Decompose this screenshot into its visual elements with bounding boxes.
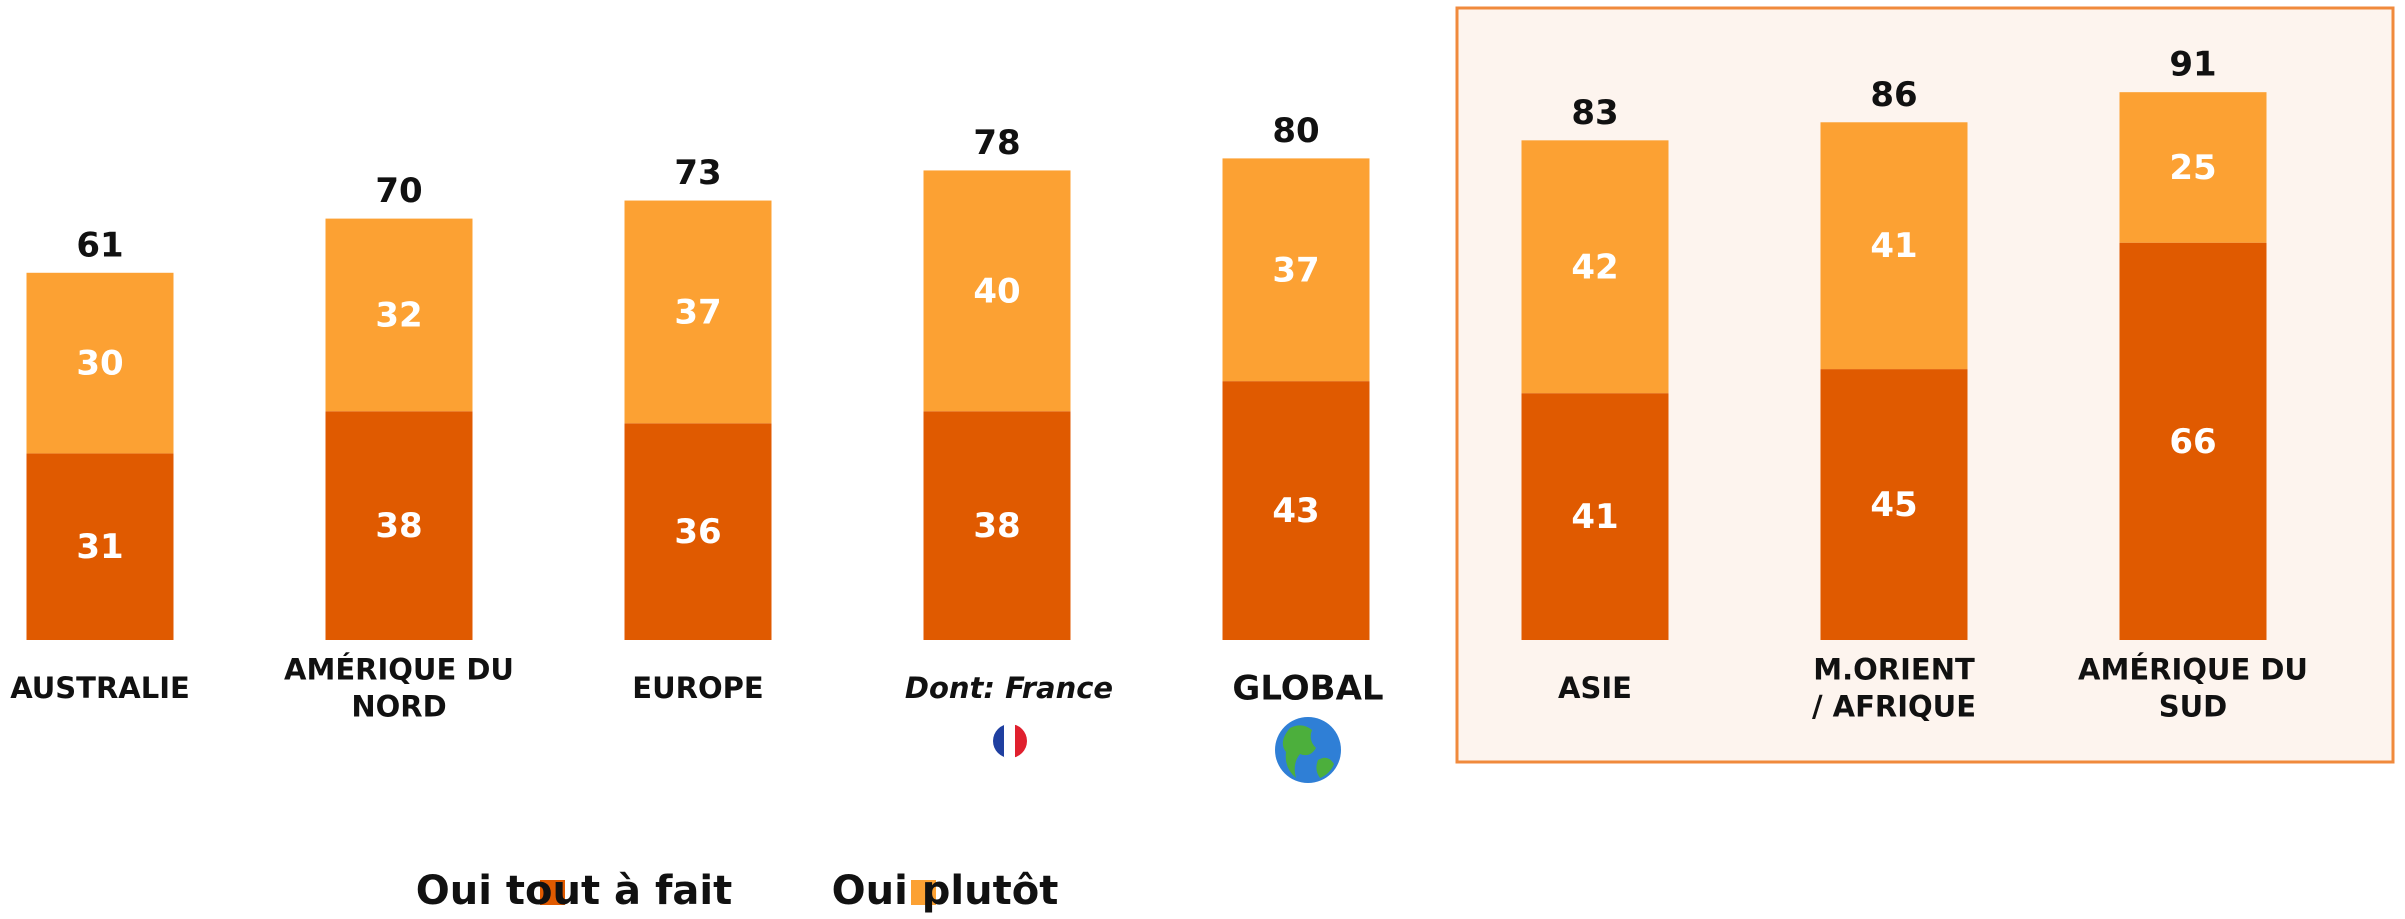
category-label: AUSTRALIE: [10, 671, 190, 705]
category-label: SUD: [2159, 690, 2228, 724]
bar-segment: [1820, 122, 1968, 370]
value-label: 32: [375, 295, 422, 335]
bar-segment: [325, 411, 473, 640]
total-label: 91: [2169, 45, 2216, 85]
bar-segment: [1820, 369, 1968, 640]
globe-icon: [1275, 717, 1341, 783]
bar-segment: [624, 423, 772, 640]
legend-label: Oui plutôt: [832, 868, 1059, 914]
bar-segment: [26, 453, 174, 640]
bar-segment: [1222, 381, 1370, 640]
total-label: 73: [674, 153, 721, 193]
value-label: 66: [2169, 422, 2216, 462]
category-label: / AFRIQUE: [1812, 690, 1976, 724]
bar-segment: [923, 170, 1071, 412]
bar-segment: [2119, 92, 2267, 243]
bar-segment: [923, 411, 1071, 640]
bar-segment: [1521, 140, 1669, 394]
value-label: 37: [1272, 250, 1319, 290]
bar-segment: [2119, 242, 2267, 640]
bar-segment: [624, 200, 772, 424]
category-label: AMÉRIQUE DU: [2078, 653, 2308, 687]
category-label: EUROPE: [632, 671, 763, 705]
value-label: 36: [674, 512, 721, 552]
value-label: 30: [76, 344, 123, 384]
value-label: 38: [973, 506, 1020, 546]
total-label: 80: [1272, 111, 1319, 151]
category-label: GLOBAL: [1232, 669, 1383, 709]
total-label: 70: [375, 171, 422, 211]
legend-label: Oui tout à fait: [416, 868, 732, 914]
value-label: 43: [1272, 491, 1319, 531]
bar-segment: [1521, 393, 1669, 640]
category-label: AMÉRIQUE DU: [284, 653, 514, 687]
value-label: 42: [1571, 247, 1618, 287]
value-label: 37: [674, 292, 721, 332]
bar-segment: [26, 272, 174, 454]
total-label: 86: [1870, 75, 1917, 115]
value-label: 31: [76, 527, 123, 567]
category-label: Dont: France: [905, 671, 1113, 705]
value-label: 45: [1870, 485, 1917, 525]
legend-swatch: [540, 880, 565, 905]
category-label: ASIE: [1558, 671, 1632, 705]
legend-swatch: [911, 880, 936, 905]
value-label: 25: [2169, 148, 2216, 188]
total-label: 61: [76, 225, 123, 265]
bar-segment: [1222, 158, 1370, 382]
value-label: 41: [1571, 497, 1618, 537]
value-label: 38: [375, 506, 422, 546]
total-label: 78: [973, 123, 1020, 163]
category-label: M.ORIENT: [1813, 653, 1975, 687]
flag-icon: [993, 724, 1027, 758]
value-label: 40: [973, 271, 1020, 311]
category-label: NORD: [351, 690, 446, 724]
value-label: 41: [1870, 226, 1917, 266]
bar-segment: [325, 218, 473, 412]
total-label: 83: [1571, 93, 1618, 133]
